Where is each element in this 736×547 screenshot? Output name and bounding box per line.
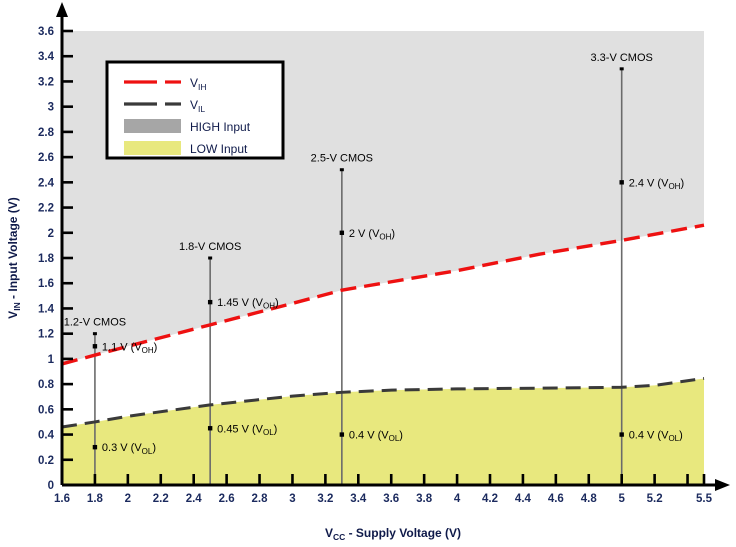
legend-label-3: LOW Input xyxy=(190,142,248,156)
legend-label-1: VIL xyxy=(190,98,205,114)
y-tick-label: 0.8 xyxy=(38,379,55,391)
annotation-dot-cmos-2v5-0 xyxy=(339,230,345,235)
y-tick-label: 1.8 xyxy=(38,253,55,265)
annotation-top-marker-cmos-1v2 xyxy=(92,332,97,336)
annotation-top-marker-cmos-2v5 xyxy=(339,168,344,172)
y-tick-label: 0.2 xyxy=(38,455,54,467)
y-axis-arrow-icon xyxy=(56,2,68,17)
legend-color-swatch-2 xyxy=(124,119,181,133)
legend-label-0: VIH xyxy=(190,76,207,92)
x-tick-label: 2 xyxy=(125,493,131,505)
x-tick-label: 4 xyxy=(454,493,461,505)
annotation-title-cmos-3v3: 3.3-V CMOS xyxy=(591,52,653,64)
annotation-dot-cmos-2v5-1 xyxy=(339,432,345,437)
legend-label-2: HIGH Input xyxy=(190,120,251,134)
y-tick-label: 2.2 xyxy=(38,203,54,215)
vil-curve xyxy=(61,376,705,429)
y-tick-label: 3.4 xyxy=(38,51,55,63)
annotation-title-cmos-1v2: 1.2-V CMOS xyxy=(64,317,126,329)
y-tick-label: 1.2 xyxy=(38,329,54,341)
annotation-top-marker-cmos-3v3 xyxy=(619,67,624,71)
x-tick-label: 3.4 xyxy=(350,493,367,505)
y-tick-label: 2.4 xyxy=(38,177,55,189)
x-tick-label: 4.6 xyxy=(548,493,564,505)
annotation-value-cmos-2v5-1: 0.4 V (VOL) xyxy=(349,430,403,444)
annotation-dot-cmos-1v8-1 xyxy=(207,426,213,431)
x-tick-label: 3.8 xyxy=(416,493,433,505)
legend-color-swatch-3 xyxy=(124,141,181,155)
x-tick-label: 4.8 xyxy=(581,493,598,505)
x-axis-title: VCC - Supply Voltage (V) xyxy=(325,526,461,542)
y-tick-label: 0 xyxy=(48,480,54,492)
y-tick-label: 2 xyxy=(48,228,54,240)
y-tick-label: 2.6 xyxy=(38,152,54,164)
y-tick-label: 0.6 xyxy=(38,404,54,416)
x-tick-label: 4.2 xyxy=(482,493,498,505)
y-tick-label: 0.4 xyxy=(38,430,55,442)
x-axis-arrow-icon xyxy=(715,479,730,491)
annotation-value-cmos-1v8-0: 1.45 V (VOH) xyxy=(217,297,279,311)
annotation-value-cmos-1v8-1: 0.45 V (VOL) xyxy=(217,423,277,437)
legend: VIH VIL HIGH Input LOW Input xyxy=(105,60,285,160)
annotation-title-cmos-2v5: 2.5-V CMOS xyxy=(311,153,373,165)
x-tick-label: 5 xyxy=(618,493,625,505)
annotation-value-cmos-1v2-0: 1.1 V (VOH) xyxy=(102,341,157,355)
annotation-value-cmos-2v5-0: 2 V (VOH) xyxy=(349,228,395,242)
y-tick-label: 3.2 xyxy=(38,76,54,88)
annotation-dot-cmos-1v8-0 xyxy=(207,299,213,305)
x-tick-label: 1.6 xyxy=(54,493,70,505)
x-tick-label: 5.5 xyxy=(696,493,713,505)
x-tick-label: 2.2 xyxy=(153,493,169,505)
x-tick-label: 4.4 xyxy=(515,493,532,505)
y-tick-label: 1.4 xyxy=(38,303,55,315)
annotation-dot-cmos-3v3-1 xyxy=(619,432,624,437)
x-tick-label: 1.8 xyxy=(87,493,104,505)
y-tick-label: 3 xyxy=(48,102,54,114)
y-axis-title: VIN - Input Voltage (V) xyxy=(6,197,22,319)
y-tick-label: 1.6 xyxy=(38,278,54,290)
x-tick-label: 2.8 xyxy=(252,493,269,505)
y-tick-label: 3.6 xyxy=(38,26,54,38)
annotation-value-cmos-3v3-1: 0.4 V (VOL) xyxy=(629,430,683,444)
x-tick-label: 2.6 xyxy=(219,493,235,505)
x-tick-label: 3 xyxy=(289,493,295,505)
x-tick-label: 3.2 xyxy=(317,493,333,505)
annotation-title-cmos-1v8: 1.8-V CMOS xyxy=(179,241,241,253)
x-tick-label: 3.6 xyxy=(383,493,399,505)
annotation-value-cmos-3v3-0: 2.4 V (VOH) xyxy=(629,177,684,191)
annotation-cmos-1v8[interactable] xyxy=(208,256,213,486)
annotation-dot-cmos-1v2-0 xyxy=(92,344,98,349)
annotation-value-cmos-1v2-1: 0.3 V (VOL) xyxy=(102,442,156,456)
annotation-cmos-1v2[interactable] xyxy=(92,332,97,485)
x-tick-label: 5.2 xyxy=(647,493,663,505)
annotation-dot-cmos-3v3-0 xyxy=(619,180,624,185)
legend-box xyxy=(105,60,285,160)
annotation-dot-cmos-1v2-1 xyxy=(92,444,98,450)
annotation-cmos-3v3[interactable] xyxy=(619,67,624,485)
y-tick-label: 2.8 xyxy=(38,127,55,139)
x-tick-label: 2.4 xyxy=(186,493,203,505)
vih-curve xyxy=(61,223,705,366)
y-tick-label: 1 xyxy=(48,354,55,366)
annotation-top-marker-cmos-1v8 xyxy=(208,256,213,260)
